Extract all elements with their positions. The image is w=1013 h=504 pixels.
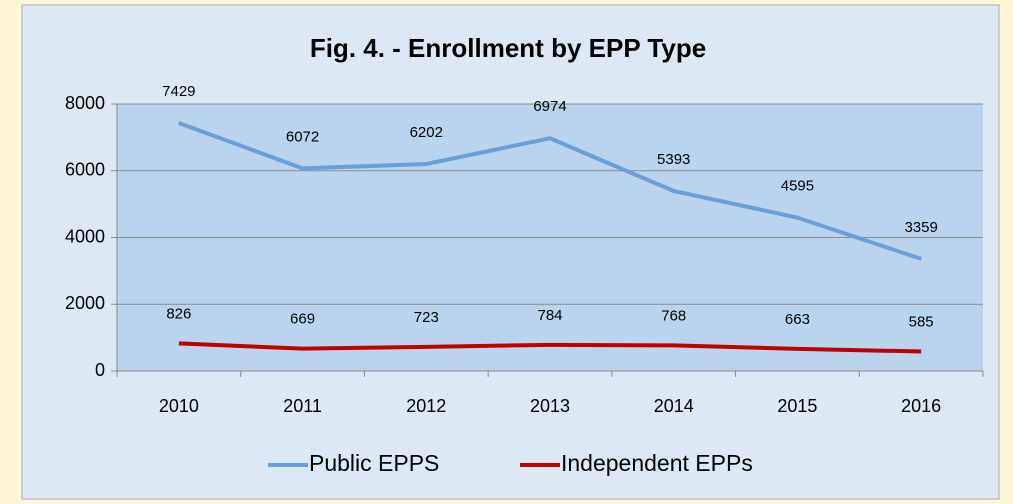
x-tick-label: 2015 [777, 396, 817, 416]
chart-title: Fig. 4. - Enrollment by EPP Type [310, 33, 706, 63]
y-tick-label: 4000 [65, 226, 105, 246]
data-label: 784 [537, 307, 562, 324]
x-tick-label: 2014 [654, 396, 694, 416]
data-label: 6202 [410, 124, 443, 141]
x-tick-label: 2016 [901, 396, 941, 416]
data-label: 585 [909, 313, 934, 330]
data-label: 3359 [904, 219, 937, 236]
data-label: 723 [414, 309, 439, 326]
data-label: 4595 [781, 178, 814, 195]
series-line [178, 121, 922, 261]
y-tick-label: 2000 [65, 293, 105, 313]
y-tick-label: 6000 [65, 160, 105, 180]
legend-label: Independent EPPs [561, 450, 753, 476]
x-tick-label: 2011 [283, 396, 322, 416]
data-label: 669 [290, 311, 315, 328]
data-label: 6974 [533, 98, 566, 115]
data-label: 826 [166, 305, 191, 322]
data-label: 768 [661, 307, 686, 324]
series-line [178, 341, 922, 354]
data-label: 7429 [162, 83, 195, 100]
y-tick-label: 8000 [65, 93, 105, 113]
x-tick-label: 2010 [159, 396, 199, 416]
x-tick-label: 2012 [406, 396, 446, 416]
data-label: 6072 [286, 128, 319, 145]
x-tick-label: 2013 [530, 396, 570, 416]
legend-label: Public EPPS [309, 450, 439, 476]
y-tick-label: 0 [95, 360, 105, 380]
data-label: 5393 [657, 151, 690, 168]
data-label: 663 [785, 311, 810, 328]
